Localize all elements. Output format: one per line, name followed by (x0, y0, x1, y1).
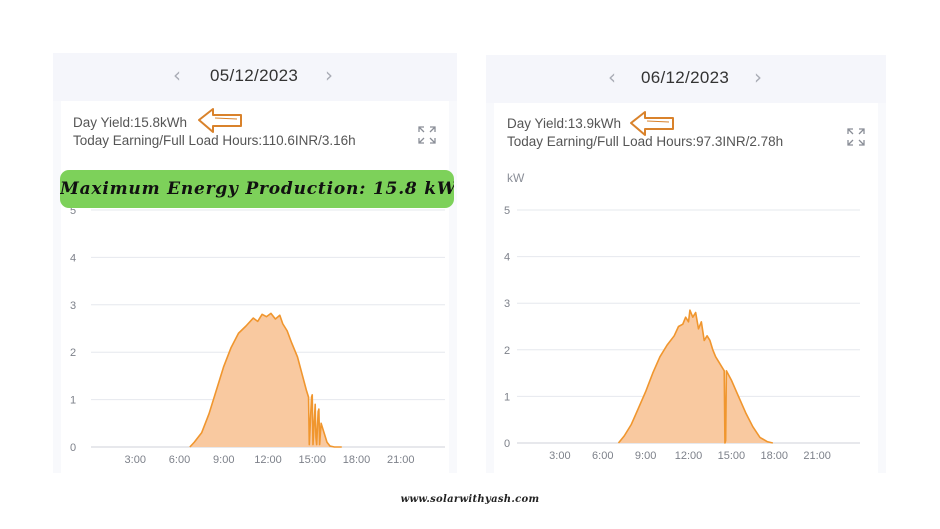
y-tick-label: 0 (504, 438, 510, 450)
x-tick-label: 18:00 (343, 454, 371, 466)
y-unit-label: kW (507, 171, 525, 185)
day-yield-text: Day Yield:13.9kWh (507, 116, 622, 131)
y-tick-label: 1 (70, 395, 76, 407)
power-line (189, 312, 342, 448)
next-date-icon[interactable]: › (325, 63, 333, 87)
prev-date-icon[interactable]: ‹ (173, 63, 181, 87)
x-tick-label: 6:00 (169, 454, 190, 466)
x-tick-label: 3:00 (549, 450, 570, 462)
x-tick-label: 21:00 (387, 454, 415, 466)
y-tick-label: 0 (70, 442, 76, 454)
area-fill (618, 310, 773, 443)
y-tick-label: 5 (504, 205, 510, 217)
date-label: 05/12/2023 (210, 66, 299, 85)
y-tick-label: 4 (504, 252, 510, 264)
day-yield-text: Day Yield:15.8kWh (73, 115, 188, 130)
max-production-banner: Maximum Energy Production: 15.8 kWh (60, 170, 454, 208)
area-fill (189, 313, 342, 447)
date-bar: ‹ 06/12/2023 › (486, 55, 886, 103)
expand-icon[interactable] (417, 125, 437, 145)
x-tick-label: 12:00 (254, 454, 282, 466)
power-chart-left: 0 1 2 3 4 5 3:00 6:00 9:00 12:00 15:00 18:00 21:00 (70, 205, 445, 466)
x-tick-label: 6:00 (592, 450, 613, 462)
x-tick-label: 15:00 (718, 450, 746, 462)
x-tick-label: 15:00 (298, 454, 326, 466)
y-tick-label: 1 (504, 391, 510, 403)
power-line (617, 309, 774, 444)
date-bar: ‹ 05/12/2023 › (53, 53, 457, 101)
x-tick-label: 12:00 (675, 450, 703, 462)
earning-text: Today Earning/Full Load Hours:110.6INR/3… (73, 133, 356, 148)
date-label: 06/12/2023 (641, 68, 730, 87)
y-tick-label: 4 (70, 252, 76, 264)
y-tick-label: 2 (70, 347, 76, 359)
earning-text: Today Earning/Full Load Hours:97.3INR/2.… (507, 134, 784, 149)
y-tick-label: 5 (70, 205, 76, 217)
footer-website: www.solarwithyash.com (400, 494, 540, 505)
callout-arrow-icon (198, 108, 242, 133)
y-tick-label: 2 (504, 345, 510, 357)
callout-arrow-icon (630, 111, 674, 136)
prev-date-icon[interactable]: ‹ (608, 65, 616, 89)
x-tick-label: 18:00 (760, 450, 788, 462)
x-tick-label: 21:00 (803, 450, 831, 462)
power-chart-right: 0 1 2 3 4 5 3:00 6:00 9:00 12:00 15:00 18:00 21:00 (504, 205, 860, 462)
x-tick-label: 9:00 (213, 454, 234, 466)
y-tick-label: 3 (70, 300, 76, 312)
expand-icon[interactable] (846, 127, 866, 147)
x-tick-label: 9:00 (635, 450, 656, 462)
x-tick-label: 3:00 (125, 454, 146, 466)
y-tick-label: 3 (504, 298, 510, 310)
next-date-icon[interactable]: › (754, 65, 762, 89)
